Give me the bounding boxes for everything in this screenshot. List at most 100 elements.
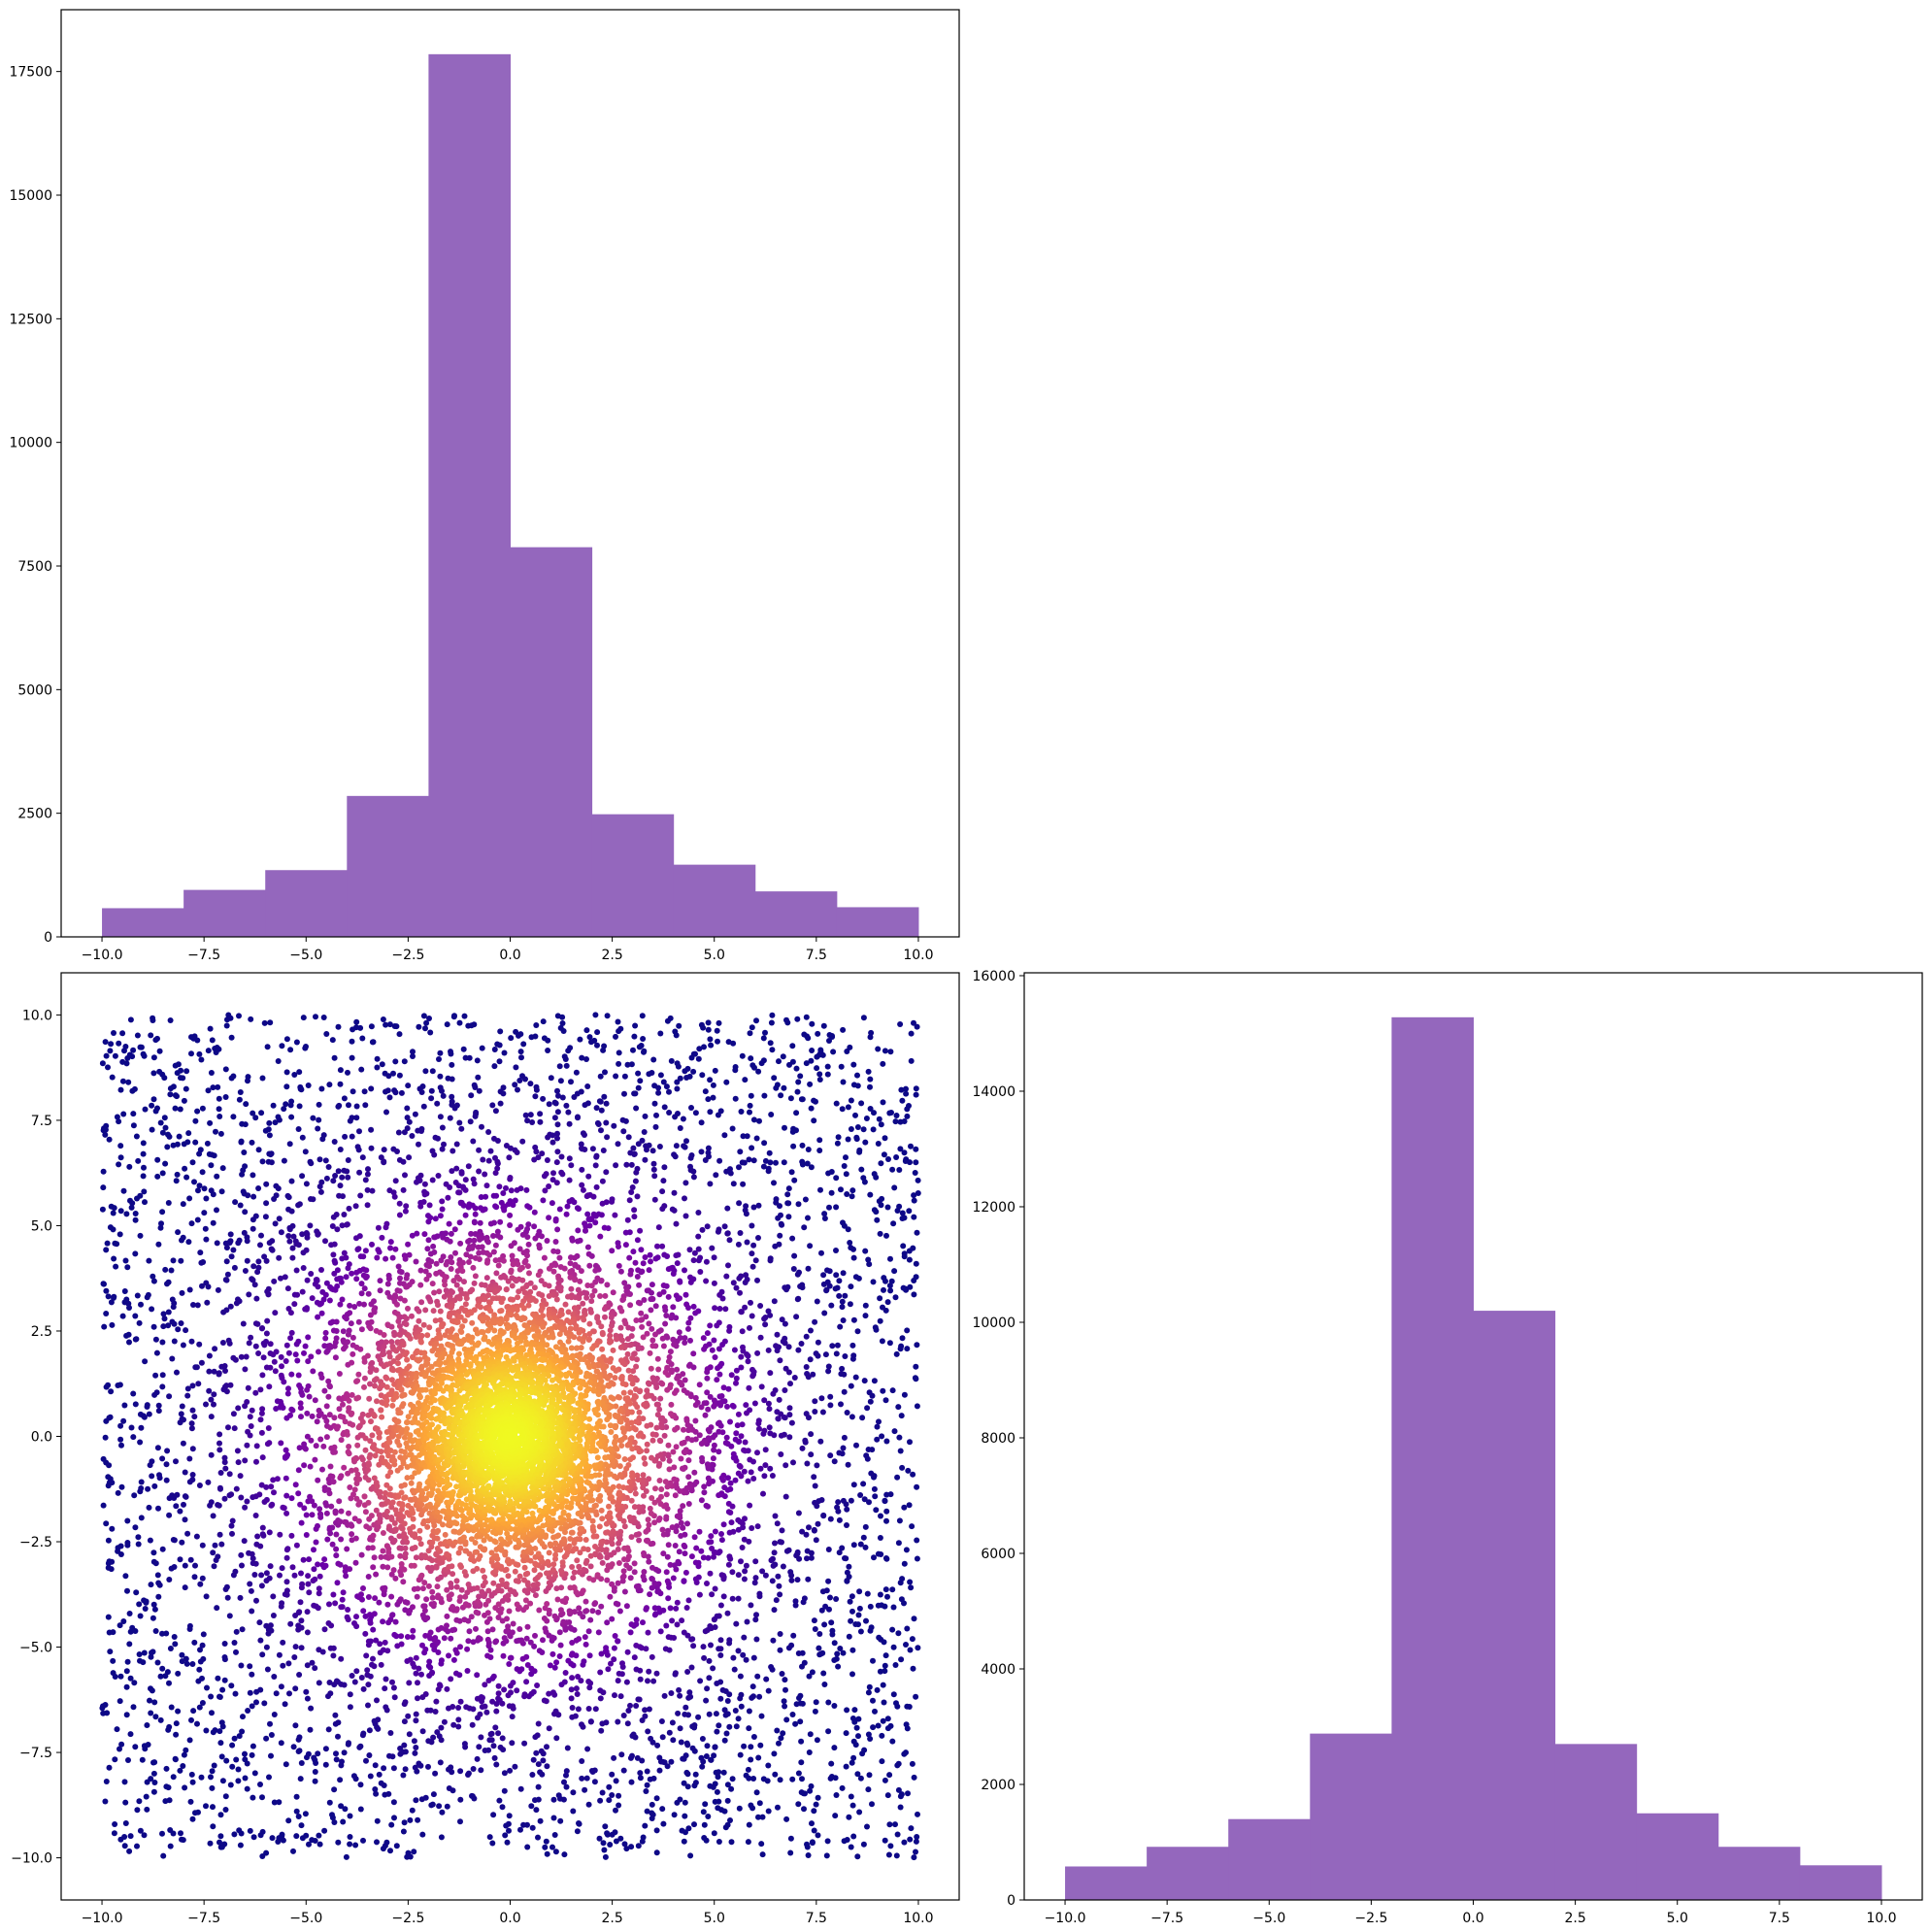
- scatter-point: [410, 1053, 416, 1059]
- scatter-point: [382, 1639, 388, 1646]
- scatter-point: [854, 1072, 860, 1079]
- scatter-point: [250, 1743, 256, 1749]
- scatter-point: [500, 1190, 507, 1196]
- scatter-point: [529, 1119, 536, 1125]
- scatter-point: [616, 1608, 623, 1615]
- scatter-point: [130, 1434, 137, 1441]
- scatter-point: [244, 1442, 250, 1449]
- scatter-point: [121, 1402, 128, 1409]
- scatter-point: [889, 1166, 896, 1173]
- scatter-point: [831, 1640, 838, 1647]
- scatter-point: [724, 1230, 731, 1237]
- scatter-point: [291, 1572, 298, 1579]
- scatter-point: [735, 1241, 742, 1248]
- scatter-point: [557, 1078, 564, 1084]
- scatter-point: [776, 1396, 782, 1403]
- scatter-point: [897, 1346, 904, 1352]
- scatter-point: [642, 1707, 649, 1714]
- scatter-point: [413, 1670, 419, 1677]
- scatter-point: [692, 1310, 699, 1316]
- scatter-point: [603, 1100, 610, 1107]
- scatter-point: [750, 1242, 757, 1249]
- scatter-point: [704, 1461, 711, 1468]
- scatter-point: [157, 1224, 164, 1231]
- scatter-point: [375, 1224, 382, 1231]
- scatter-point: [744, 1133, 750, 1140]
- scatter-point: [166, 1577, 173, 1582]
- scatter-point: [357, 1743, 364, 1749]
- scatter-point: [870, 1697, 876, 1704]
- scatter-point: [189, 1472, 196, 1478]
- scatter-point: [733, 1380, 739, 1386]
- scatter-point: [682, 1799, 688, 1806]
- scatter-point: [576, 1636, 583, 1643]
- scatter-point: [387, 1848, 393, 1854]
- scatter-point: [347, 1813, 353, 1819]
- scatter-point: [471, 1181, 478, 1187]
- scatter-point: [871, 1485, 878, 1492]
- scatter-point: [327, 1690, 334, 1697]
- scatter-point: [335, 1168, 342, 1175]
- scatter-point: [477, 1711, 483, 1717]
- scatter-point: [257, 1386, 264, 1393]
- scatter-point: [102, 1131, 109, 1138]
- scatter-point: [411, 1849, 417, 1855]
- scatter-point: [345, 1265, 351, 1272]
- scatter-point: [410, 1627, 416, 1634]
- scatter-point: [289, 1564, 296, 1571]
- histogram-bar: [836, 907, 919, 937]
- scatter-point: [657, 1030, 664, 1037]
- scatter-point: [708, 1756, 715, 1763]
- scatter-point: [788, 1169, 795, 1176]
- scatter-point: [813, 1537, 819, 1544]
- scatter-point: [271, 1278, 278, 1284]
- scatter-point: [510, 1620, 516, 1627]
- scatter-point: [652, 1303, 659, 1310]
- scatter-point: [458, 1170, 465, 1177]
- scatter-point: [400, 1772, 407, 1779]
- scatter-point: [276, 1116, 283, 1123]
- scatter-point: [789, 1235, 796, 1242]
- scatter-point: [121, 1834, 128, 1840]
- scatter-point: [840, 1079, 847, 1085]
- scatter-point: [472, 1211, 479, 1217]
- scatter-point: [824, 1071, 831, 1078]
- scatter-point: [700, 1335, 707, 1342]
- scatter-point: [221, 1459, 228, 1466]
- scatter-point: [870, 1657, 876, 1664]
- scatter-point: [467, 1118, 474, 1125]
- scatter-point: [336, 1498, 343, 1505]
- scatter-point: [602, 1292, 609, 1299]
- scatter-point: [653, 1795, 660, 1802]
- scatter-point: [472, 1205, 479, 1212]
- scatter-point: [365, 1702, 371, 1709]
- scatter-point: [633, 1642, 640, 1649]
- scatter-point: [666, 1729, 673, 1736]
- scatter-point: [718, 1572, 725, 1579]
- scatter-point: [378, 1553, 384, 1560]
- scatter-point: [214, 1240, 220, 1247]
- scatter-point: [747, 1030, 753, 1037]
- top-hist-x-tick-label: −10.0: [82, 948, 123, 963]
- scatter-point: [117, 1086, 124, 1093]
- scatter-point: [716, 1492, 722, 1499]
- scatter-point: [899, 1335, 906, 1342]
- scatter-point: [483, 1183, 490, 1189]
- scatter-point: [621, 1280, 628, 1286]
- scatter-point: [656, 1516, 663, 1521]
- scatter-point: [699, 1454, 705, 1461]
- scatter-point: [106, 1462, 113, 1469]
- top-hist-y-tick-label: 12500: [9, 312, 52, 327]
- scatter-point: [218, 1753, 225, 1760]
- scatter-point: [363, 1275, 369, 1281]
- scatter-point: [509, 1740, 516, 1747]
- scatter-point: [347, 1310, 353, 1316]
- scatter-point: [172, 1105, 179, 1112]
- scatter-point: [634, 1274, 641, 1280]
- scatter-point: [808, 1164, 815, 1171]
- scatter-point: [422, 1268, 429, 1275]
- scatter-point: [825, 1368, 832, 1375]
- scatter-point: [875, 1722, 882, 1729]
- scatter-point: [449, 1061, 455, 1068]
- scatter-point: [263, 1570, 270, 1577]
